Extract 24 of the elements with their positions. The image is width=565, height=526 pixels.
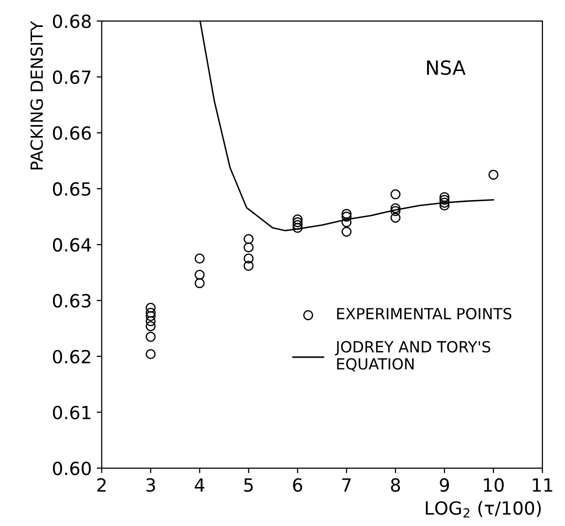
x-tick-label: 8 (390, 478, 400, 492)
x-tick-label: 3 (146, 478, 155, 492)
y-tick-label: 0.68 (52, 14, 91, 28)
y-tick-label: 0.64 (52, 238, 91, 252)
x-tick-label: 10 (484, 478, 504, 492)
x-tick-label: 7 (342, 478, 351, 492)
y-tick-label: 0.60 (52, 462, 91, 476)
annotation: NSA (427, 60, 466, 75)
x-tick-label: 5 (244, 478, 253, 492)
y-tick-label: 0.66 (52, 126, 91, 140)
legend-label: EXPERIMENTAL POINTS (337, 308, 512, 320)
y-tick-label: 0.67 (52, 70, 90, 84)
y-axis-title: PACKING DENSITY (30, 21, 43, 170)
x-tick-label: 4 (194, 478, 204, 492)
y-tick-label: 0.63 (52, 294, 91, 308)
y-tick-label: 0.61 (52, 406, 90, 420)
y-tick-label: 0.62 (52, 350, 90, 364)
legend-label: JODREY AND TORY'S EQUATION (334, 340, 490, 372)
x-tick-label: 6 (293, 478, 302, 492)
x-axis-title: LOG$_{2}$ (τ/100) (426, 500, 541, 518)
x-tick-label: 11 (532, 478, 552, 492)
y-tick-label: 0.65 (52, 182, 90, 196)
x-tick-label: 2 (97, 478, 106, 492)
x-tick-label: 9 (440, 478, 449, 492)
